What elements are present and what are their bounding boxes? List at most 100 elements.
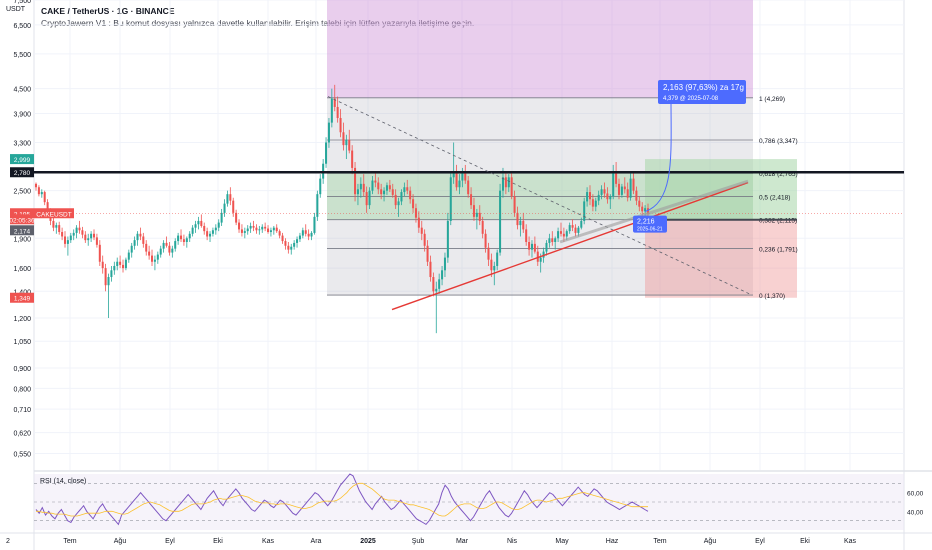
candle-body xyxy=(548,238,551,243)
candle-body xyxy=(345,139,348,146)
candle-body xyxy=(455,171,458,188)
candle-body xyxy=(249,225,252,229)
price-labels: 2,9992,7802,19502:05:36CAKEUSDT2,1741,34… xyxy=(9,154,74,303)
candle-body xyxy=(90,233,93,239)
price-tick-label: 0,620 xyxy=(13,431,31,438)
time-tick-label: Eki xyxy=(800,538,810,545)
candle-body xyxy=(623,186,626,190)
price-tick-label: 4,500 xyxy=(13,87,31,94)
candle-body xyxy=(594,200,597,207)
candle-body xyxy=(368,190,371,206)
candle-body xyxy=(298,235,301,240)
price-tick-label: 0,710 xyxy=(13,407,31,414)
candle-body xyxy=(148,251,151,256)
candle-body xyxy=(377,182,380,190)
price-tag: 2,174 xyxy=(14,228,31,235)
candle-body xyxy=(136,233,139,241)
candle-body xyxy=(452,171,455,178)
candle-body xyxy=(66,240,69,244)
candle-body xyxy=(412,199,415,209)
candle-body xyxy=(252,225,255,228)
symbol-tag: CAKEUSDT xyxy=(36,211,71,218)
candle-body xyxy=(220,212,223,223)
time-tick-label: Tem xyxy=(653,538,666,545)
candle-body xyxy=(119,261,122,265)
candle-body xyxy=(449,177,452,221)
candle-body xyxy=(359,183,362,190)
time-tick-label: Eyl xyxy=(165,538,175,545)
candle-body xyxy=(612,172,615,197)
time-tick-label: Şub xyxy=(412,538,425,545)
candle-body xyxy=(171,248,174,253)
fib-level-label: 1 (4,269) xyxy=(759,96,785,103)
candle-body xyxy=(296,239,299,243)
candle-body xyxy=(95,237,98,245)
time-tick-label: Tem xyxy=(63,538,76,545)
rsi-tick-label: 60,00 xyxy=(907,491,924,498)
rsi-title: RSI (14, close) xyxy=(40,478,86,485)
candle-body xyxy=(414,208,417,218)
candle-body xyxy=(37,187,40,195)
projection-curve xyxy=(644,99,672,213)
candle-body xyxy=(397,201,400,206)
rsi-ma-line xyxy=(36,482,648,517)
price-tag: 2,780 xyxy=(14,170,31,177)
candle-body xyxy=(635,190,638,201)
fib-level-label: 0 (1,370) xyxy=(759,293,785,300)
candle-body xyxy=(391,189,394,195)
symbol-tag-bg xyxy=(34,208,74,219)
candle-body xyxy=(472,205,475,217)
candle-body xyxy=(145,243,148,252)
candle-body xyxy=(307,233,310,237)
projection-label-box xyxy=(658,80,746,104)
candle-body xyxy=(475,212,478,217)
candle-body xyxy=(40,192,43,195)
candle-body xyxy=(348,139,351,151)
candle-body xyxy=(290,246,293,250)
candle-body xyxy=(385,185,388,191)
candle-body xyxy=(75,227,78,233)
candle-body xyxy=(58,225,61,233)
time-tick-label: Kas xyxy=(844,538,857,545)
candle-body xyxy=(72,232,75,236)
candle-body xyxy=(539,257,542,262)
candle-body xyxy=(46,202,49,213)
candle-body xyxy=(287,245,290,250)
symbol-title[interactable]: CAKE / TetherUS · 1G · BINANCE xyxy=(41,6,175,16)
candle-body xyxy=(484,233,487,248)
candle-body xyxy=(423,233,426,246)
trend-drawings[interactable]: 2,163 (97,63%) za 17g 4,379 @ 2025-07-08 2… xyxy=(34,80,904,311)
candle-body xyxy=(583,201,586,221)
time-tick-label: May xyxy=(555,538,569,545)
candle-body xyxy=(536,251,539,262)
fib-level-label: 0,382 (2,115) xyxy=(759,218,797,225)
candle-body xyxy=(206,231,209,237)
candle-body xyxy=(81,230,84,235)
candle-body xyxy=(264,226,267,229)
price-tick-label: 1,900 xyxy=(13,236,31,243)
candle-body xyxy=(501,177,504,191)
price-tick-label: 7,500 xyxy=(13,0,31,5)
time-axis[interactable]: Tem Ağu Eyl Eki Kas Ara 2025 Şub Mar Nis May Haz Tem… xyxy=(6,538,856,545)
rsi-pane: 60,00 40,00 RSI (14, close) xyxy=(34,473,924,530)
candle-body xyxy=(177,235,180,242)
projection-label-line2: 4,379 @ 2025-07-08 xyxy=(663,96,719,102)
candle-body xyxy=(229,194,232,201)
candle-body xyxy=(165,242,168,246)
candle-body xyxy=(443,257,446,271)
candle-body xyxy=(533,243,536,252)
candle-body xyxy=(63,236,67,244)
candle-body xyxy=(153,259,156,262)
candle-body xyxy=(34,183,38,188)
candle-body xyxy=(617,183,621,195)
candle-body xyxy=(400,192,403,202)
price-tag-bg xyxy=(10,225,34,236)
candle-body xyxy=(182,239,185,242)
candle-body xyxy=(522,220,525,230)
candle-body xyxy=(84,234,87,241)
time-start-label: 2 xyxy=(6,538,10,545)
candle-body xyxy=(371,180,374,191)
candle-body xyxy=(278,231,281,236)
candle-body xyxy=(374,180,377,183)
